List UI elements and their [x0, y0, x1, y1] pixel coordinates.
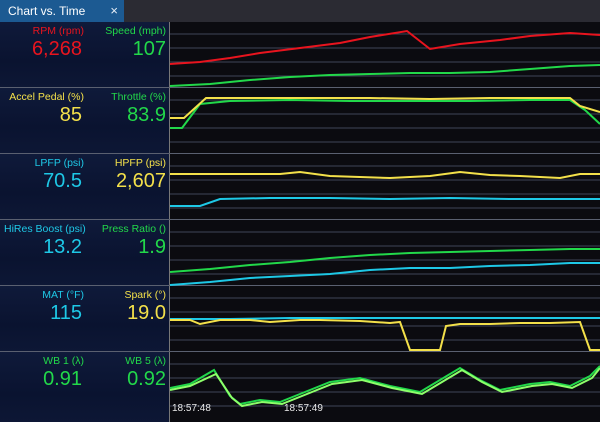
- accel-pedal-trace: [170, 97, 600, 119]
- lpfp-trace: [170, 196, 600, 207]
- readout-panel: MAT (°F) Spark (°) 115 19.0: [0, 286, 170, 351]
- time-tick-2: 18:57:49: [284, 403, 323, 414]
- tab-bar: Chart vs. Time ×: [0, 0, 600, 22]
- wb5-value: 0.92: [127, 368, 166, 390]
- wb5-label: WB 5 (λ): [125, 355, 166, 367]
- tab-title: Chart vs. Time: [8, 4, 86, 18]
- spark-value: 19.0: [127, 302, 166, 324]
- mat-trace: [170, 317, 600, 320]
- readout-panel: Accel Pedal (%) Throttle (%) 85 83.9: [0, 88, 170, 153]
- hires-boost-label: HiRes Boost (psi): [4, 223, 86, 235]
- mat-value: 115: [50, 302, 82, 324]
- wb-chart[interactable]: [170, 352, 600, 422]
- spark-label: Spark (°): [124, 289, 166, 301]
- accel-pedal-label: Accel Pedal (%): [9, 91, 84, 103]
- row-accel-throttle: Accel Pedal (%) Throttle (%) 85 83.9: [0, 88, 600, 154]
- speed-value: 107: [132, 38, 166, 60]
- row-rpm-speed: RPM (rpm) Speed (mph) 6,268 107: [0, 22, 600, 88]
- chart-rows: RPM (rpm) Speed (mph) 6,268 107 Accel Pe…: [0, 22, 600, 422]
- tab-chart-vs-time[interactable]: Chart vs. Time ×: [0, 0, 124, 22]
- hpfp-label: HPFP (psi): [114, 157, 166, 169]
- wb1-value: 0.91: [43, 368, 82, 390]
- lpfp-hpfp-chart[interactable]: [170, 154, 600, 219]
- accel-pedal-value: 85: [59, 104, 82, 126]
- row-wb: WB 1 (λ) WB 5 (λ) 0.91 0.92: [0, 352, 600, 422]
- speed-label: Speed (mph): [105, 25, 166, 37]
- lpfp-value: 70.5: [43, 170, 82, 192]
- mat-label: MAT (°F): [42, 289, 84, 301]
- hires-boost-trace: [170, 262, 600, 286]
- mat-spark-chart[interactable]: [170, 286, 600, 351]
- rpm-speed-chart[interactable]: [170, 22, 600, 87]
- press-ratio-label: Press Ratio (): [101, 223, 166, 235]
- time-tick-1: 18:57:48: [172, 403, 211, 414]
- readout-panel: HiRes Boost (psi) Press Ratio () 13.2 1.…: [0, 220, 170, 285]
- readout-panel: LPFP (psi) HPFP (psi) 70.5 2,607: [0, 154, 170, 219]
- boost-pressratio-chart[interactable]: [170, 220, 600, 286]
- rpm-value: 6,268: [31, 38, 82, 60]
- rpm-trace: [170, 29, 600, 65]
- accel-throttle-chart[interactable]: [170, 88, 600, 153]
- hpfp-value: 2,607: [115, 170, 166, 192]
- throttle-trace: [170, 98, 600, 129]
- rpm-label: RPM (rpm): [32, 25, 84, 37]
- row-boost-pressratio: HiRes Boost (psi) Press Ratio () 13.2 1.…: [0, 220, 600, 286]
- wb1-label: WB 1 (λ): [43, 355, 84, 367]
- readout-panel: WB 1 (λ) WB 5 (λ) 0.91 0.92: [0, 352, 170, 422]
- speed-trace: [170, 64, 600, 87]
- throttle-value: 83.9: [127, 104, 166, 126]
- wb5-trace: [170, 367, 600, 408]
- readout-panel: RPM (rpm) Speed (mph) 6,268 107: [0, 22, 170, 87]
- hpfp-trace: [170, 170, 600, 180]
- press-ratio-trace: [170, 248, 600, 273]
- close-icon[interactable]: ×: [110, 3, 118, 18]
- lpfp-label: LPFP (psi): [34, 157, 84, 169]
- throttle-label: Throttle (%): [111, 91, 166, 103]
- press-ratio-value: 1.9: [138, 236, 166, 258]
- row-mat-spark: MAT (°F) Spark (°) 115 19.0: [0, 286, 600, 352]
- row-lpfp-hpfp: LPFP (psi) HPFP (psi) 70.5 2,607: [0, 154, 600, 220]
- spark-trace: [170, 319, 600, 351]
- hires-boost-value: 13.2: [43, 236, 82, 258]
